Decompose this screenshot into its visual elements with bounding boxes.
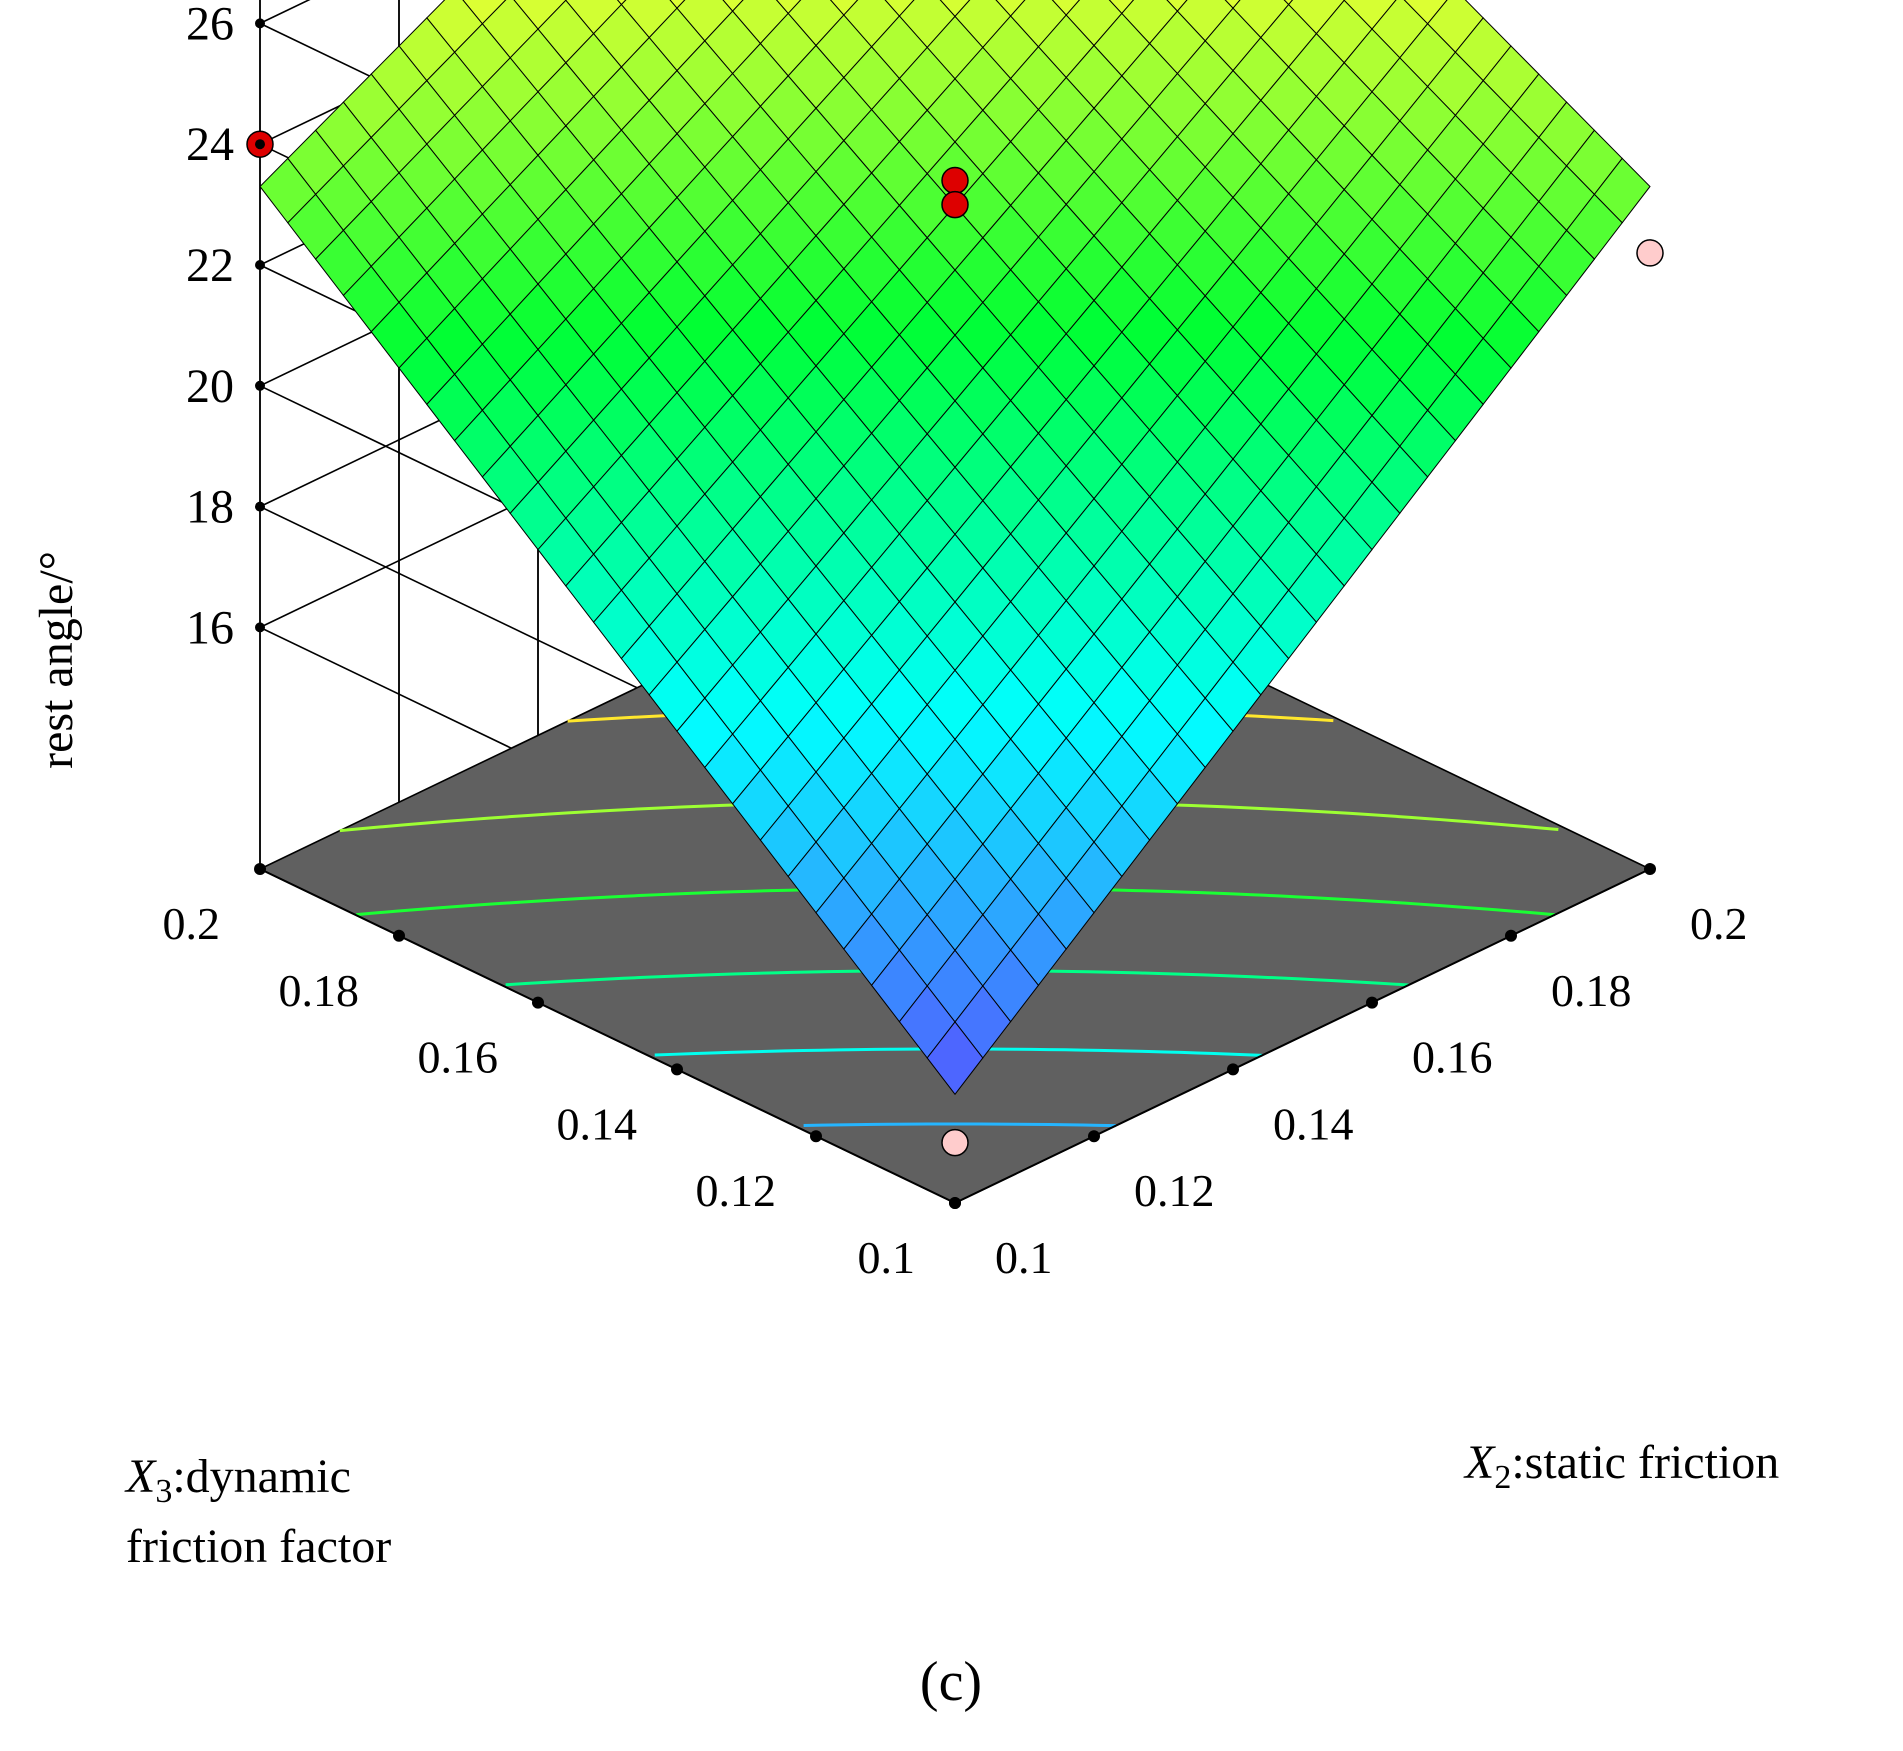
z-axis-title: rest angle/° — [30, 551, 83, 769]
panel-label: (c) — [920, 1651, 982, 1713]
x2-tick-label: 0.16 — [1412, 1032, 1493, 1083]
contour-line — [804, 1124, 1116, 1126]
x2-tick-label: 0.1 — [995, 1232, 1053, 1283]
x3-tick-mark — [532, 997, 544, 1009]
x2-tick-mark — [1227, 1063, 1239, 1075]
x2-tick-mark — [1644, 863, 1656, 875]
x3-tick-mark — [949, 1197, 961, 1209]
z-tick-mark — [255, 260, 265, 270]
x3-axis-title-line2: friction factor — [126, 1520, 391, 1573]
z-tick-mark — [255, 622, 265, 632]
z-tick-label: 22 — [186, 239, 234, 292]
x2-axis-title-sub: 2 — [1494, 1459, 1511, 1496]
x3-tick-label: 0.1 — [858, 1232, 916, 1283]
x3-axis-title-var: X — [124, 1450, 157, 1503]
x3-tick-mark — [810, 1130, 822, 1142]
x3-tick-label: 0.18 — [279, 965, 360, 1016]
x2-tick-label: 0.2 — [1690, 898, 1748, 949]
z-tick-mark — [255, 18, 265, 28]
x2-axis-title: X2:static friction — [1463, 1436, 1779, 1496]
design-point-below — [942, 1130, 968, 1156]
x3-tick-mark — [671, 1063, 683, 1075]
design-point-below — [1637, 240, 1663, 266]
x3-axis-title: X3:dynamic — [124, 1450, 351, 1510]
design-point-above — [942, 192, 968, 218]
x3-tick-label: 0.14 — [557, 1098, 638, 1149]
z-tick-label: 26 — [186, 0, 234, 50]
z-tick-mark — [255, 502, 265, 512]
x2-tick-mark — [1505, 930, 1517, 942]
design-point-above — [942, 167, 968, 193]
x3-tick-label: 0.16 — [418, 1032, 499, 1083]
z-axis-ticks: 16182022242628 — [186, 0, 265, 654]
x2-tick-mark — [1088, 1130, 1100, 1142]
z-tick-label: 24 — [186, 118, 234, 171]
x2-tick-label: 0.18 — [1551, 965, 1632, 1016]
z-tick-label: 16 — [186, 601, 234, 654]
x2-tick-label: 0.14 — [1273, 1098, 1354, 1149]
z-tick-label: 20 — [186, 360, 234, 413]
x3-tick-label: 0.2 — [163, 898, 221, 949]
z-tick-mark — [255, 139, 265, 149]
x3-tick-mark — [254, 863, 266, 875]
x2-tick-mark — [1366, 997, 1378, 1009]
x2-tick-label: 0.12 — [1134, 1165, 1215, 1216]
x3-tick-label: 0.12 — [696, 1165, 777, 1216]
x2-axis-title-var: X — [1463, 1436, 1496, 1489]
z-tick-label: 18 — [186, 481, 234, 534]
x3-axis-title-sub: 3 — [155, 1473, 172, 1510]
x3-tick-mark — [393, 930, 405, 942]
x3-axis-title-line1: :dynamic — [172, 1450, 351, 1503]
z-tick-mark — [255, 381, 265, 391]
x2-axis-title-text: :static friction — [1511, 1436, 1779, 1489]
